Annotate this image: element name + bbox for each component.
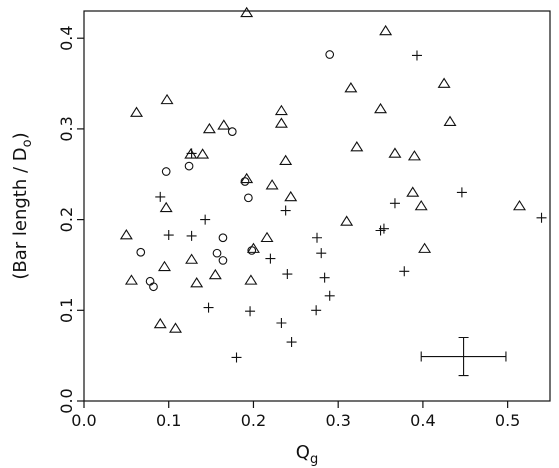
triangle-point (196, 148, 210, 159)
triangle-point (153, 317, 167, 329)
triangle-point (406, 186, 420, 197)
triangle-point (246, 242, 260, 253)
plus-point (163, 230, 174, 241)
plus-point (456, 187, 467, 198)
data-marks (119, 6, 547, 363)
plus-point (245, 306, 256, 317)
triangle-point (379, 24, 393, 36)
triangle-point (260, 231, 274, 243)
plus-point (280, 205, 291, 216)
plus-point (536, 212, 547, 223)
triangle-point (274, 104, 288, 116)
triangle-point (202, 122, 216, 134)
triangle-point (350, 141, 364, 152)
circle-point (325, 50, 335, 59)
plus-point (186, 230, 197, 241)
plus-point (203, 302, 214, 313)
plus-point (378, 223, 389, 234)
plus-point (389, 198, 400, 209)
y-tick-label: 0.4 (57, 25, 76, 50)
triangle-point (513, 199, 526, 211)
triangle-point (340, 215, 354, 226)
triangle-point (190, 277, 204, 288)
triangle-point (157, 260, 171, 272)
plus-point (186, 148, 197, 159)
triangle-point (160, 93, 174, 105)
circle-point (240, 177, 250, 186)
error-bar-annotation (420, 336, 507, 377)
plus-point (399, 266, 410, 277)
y-tick-label: 0.3 (57, 116, 76, 141)
triangle-point (407, 150, 421, 161)
plus-point (200, 214, 211, 225)
plus-point (276, 318, 287, 328)
plus-point (265, 253, 276, 264)
triangle-point (274, 117, 288, 128)
x-tick-label: 0.2 (241, 411, 266, 430)
plus-point (231, 352, 242, 363)
triangle-point (284, 190, 298, 202)
circle-point (149, 282, 158, 292)
x-axis: 0.0 0.1 0.2 0.3 0.4 0.5 (71, 401, 520, 430)
triangle-point (279, 154, 293, 165)
y-tick-label: 0.0 (57, 388, 76, 413)
plus-point (311, 305, 322, 316)
triangle-point (217, 119, 231, 130)
y-tick-label: 0.1 (57, 298, 76, 323)
triangle-point (130, 106, 144, 117)
circle-point (227, 127, 237, 136)
plus-point (319, 272, 330, 283)
circle-point (218, 233, 228, 243)
triangle-point (208, 268, 222, 280)
triangle-point (169, 322, 183, 333)
plus-point (286, 337, 297, 348)
triangle-point (244, 274, 258, 285)
triangle-point (388, 147, 402, 158)
triangle-point (124, 274, 138, 285)
x-tick-label: 0.4 (410, 411, 435, 430)
y-axis-title: (Bar length / Do) (10, 132, 35, 279)
x-tick-label: 0.3 (325, 411, 350, 430)
x-tick-label: 0.0 (71, 411, 96, 430)
circle-point (212, 248, 222, 258)
triangle-point (159, 201, 173, 213)
plus-point (282, 269, 293, 280)
plus-point (155, 191, 166, 202)
triangle-point (185, 253, 199, 264)
plot-frame (83, 10, 551, 402)
circle-point (161, 167, 171, 176)
triangle-point (414, 199, 428, 211)
triangle-point (374, 102, 388, 114)
triangle-point (265, 179, 279, 190)
error-bar-cross (420, 336, 507, 377)
x-axis-title: Qg (296, 442, 318, 467)
triangle-point (418, 242, 432, 253)
circle-point (244, 193, 253, 203)
plus-point (411, 50, 422, 61)
triangle-point (119, 228, 133, 240)
plus-point (324, 290, 335, 301)
triangle-point (443, 115, 457, 126)
x-tick-label: 0.5 (495, 411, 520, 430)
circle-point (145, 276, 155, 286)
triangle-point (240, 6, 254, 18)
y-tick-label: 0.2 (57, 207, 76, 232)
circle-point (136, 247, 146, 257)
x-tick-label: 0.1 (156, 411, 181, 430)
plus-point (312, 232, 322, 243)
circle-point (184, 161, 194, 171)
y-axis: 0.0 0.1 0.2 0.3 0.4 (57, 25, 84, 414)
circle-point (247, 246, 257, 255)
circle-point (218, 256, 228, 265)
triangle-point (437, 77, 451, 88)
triangle-point (344, 82, 358, 93)
plus-point (316, 248, 327, 259)
